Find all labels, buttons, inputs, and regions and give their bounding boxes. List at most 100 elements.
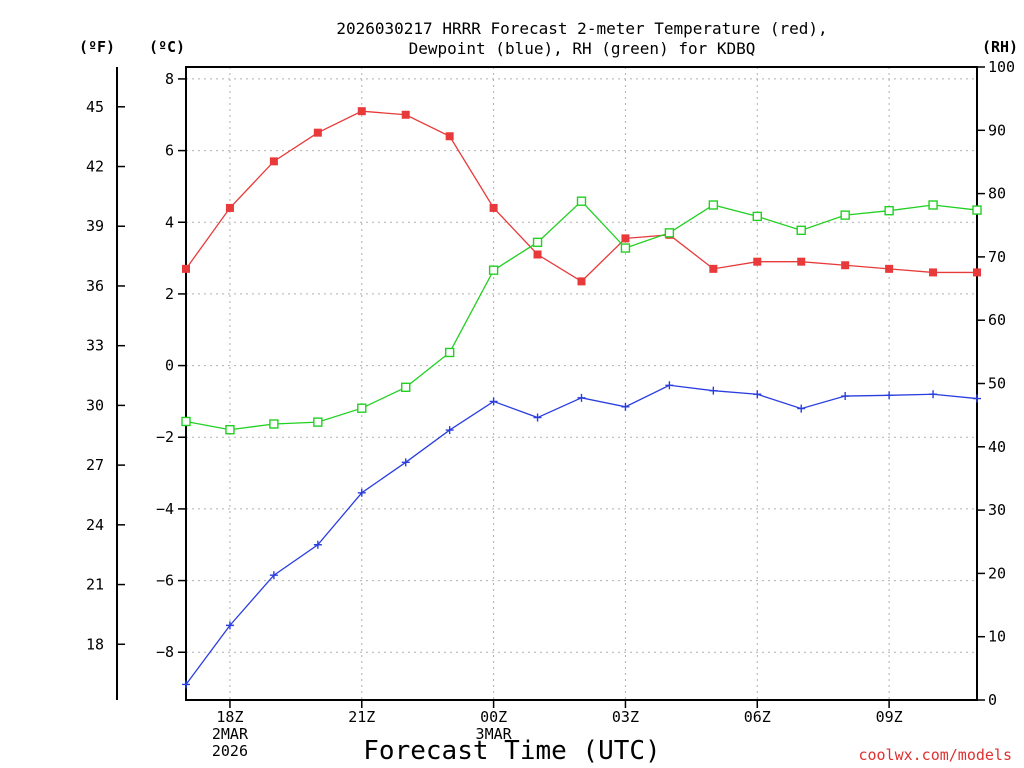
data-point: [840, 210, 850, 220]
x-axis-title: Forecast Time (UTC): [363, 736, 660, 766]
data-point: [884, 205, 894, 216]
fahrenheit-tick-label: 33: [86, 337, 104, 355]
data-point: [533, 250, 542, 259]
data-point: [357, 403, 367, 413]
data-point: [797, 404, 806, 413]
data-point: [841, 392, 850, 401]
data-point: [708, 200, 719, 210]
time-tick-label: 03Z: [612, 708, 639, 726]
data-point: [445, 132, 454, 141]
celsius-tick-label: 2: [165, 285, 174, 303]
time-tick-label: 09Z: [876, 708, 903, 726]
fahrenheit-unit-label: (ºF): [79, 38, 115, 56]
rh-unit-label: (RH): [982, 38, 1018, 56]
rh-tick-label: 70: [988, 248, 1006, 266]
rh-tick-label: 10: [988, 628, 1006, 646]
data-point: [885, 391, 894, 400]
data-point: [401, 458, 410, 467]
fahrenheit-axis: 18 21 24 27 30 33 36 39 42 45: [86, 98, 125, 653]
data-point: [533, 413, 542, 422]
plot-frame: [185, 66, 978, 701]
series-dewpoint: [182, 381, 981, 689]
time-tick-label: 21Z: [348, 708, 375, 726]
data-point: [444, 347, 455, 358]
data-point: [796, 225, 806, 236]
fahrenheit-tick-label: 18: [86, 635, 104, 653]
series-line: [185, 110, 977, 283]
data-point: [665, 381, 674, 390]
data-point: [973, 268, 981, 277]
grid-lines: [186, 67, 977, 700]
data-point: [181, 416, 191, 427]
rh-tick-label: 30: [988, 501, 1006, 519]
rh-tick-label: 0: [988, 691, 997, 709]
series-2-meter-temperature: [182, 107, 981, 286]
data-point: [752, 211, 762, 222]
time-tick-label: 2026: [212, 742, 248, 760]
data-point: [797, 257, 806, 266]
fahrenheit-tick-label: 24: [86, 516, 104, 534]
celsius-tick-label: −8: [156, 643, 174, 661]
fahrenheit-tick-label: 30: [86, 396, 104, 414]
data-point: [620, 243, 631, 253]
rh-tick-label: 90: [988, 121, 1006, 139]
chart-title: 2026030217 HRRR Forecast 2-meter Tempera…: [336, 19, 827, 38]
celsius-tick-label: 8: [165, 70, 174, 88]
data-point: [182, 264, 190, 273]
data-point: [753, 257, 762, 266]
data-point: [709, 264, 718, 273]
fahrenheit-tick-label: 27: [86, 456, 104, 474]
celsius-tick-label: 0: [165, 357, 174, 375]
data-point: [225, 425, 235, 435]
celsius-tick-label: 6: [165, 142, 174, 160]
credit-text: coolwx.com/models: [858, 746, 1012, 764]
celsius-tick-label: 4: [165, 213, 174, 231]
series-relative-humidity: [181, 196, 982, 435]
data-point: [313, 128, 322, 137]
time-tick-label: 2MAR: [212, 725, 249, 743]
data-point: [929, 390, 938, 399]
data-point: [885, 264, 894, 273]
data-point: [313, 417, 323, 427]
data-point: [576, 196, 587, 206]
time-tick-label: 00Z: [480, 708, 507, 726]
data-point: [929, 268, 938, 277]
time-tick-label: 3MAR: [476, 725, 513, 743]
data-point: [313, 540, 322, 549]
data-point: [357, 107, 366, 116]
fahrenheit-tick-label: 42: [86, 158, 104, 176]
fahrenheit-tick-label: 21: [86, 576, 104, 594]
data-point: [401, 382, 411, 392]
rh-tick-label: 80: [988, 185, 1006, 203]
data-point: [401, 110, 410, 119]
data-point: [928, 200, 938, 210]
celsius-tick-label: −4: [156, 500, 174, 518]
time-tick-label: 06Z: [744, 708, 771, 726]
data-point: [709, 386, 718, 395]
rh-tick-label: 50: [988, 375, 1006, 393]
chart-subtitle: Dewpoint (blue), RH (green) for KDBQ: [409, 39, 756, 58]
data-point: [182, 680, 190, 689]
data-point: [577, 277, 586, 286]
data-point: [532, 237, 543, 248]
rh-axis: 0 10 20 30 40 50 60 70 80 90 100: [977, 58, 1015, 709]
data-point: [269, 419, 279, 429]
series-line: [185, 384, 978, 685]
rh-tick-label: 20: [988, 564, 1006, 582]
data-point: [357, 488, 366, 497]
data-point: [973, 394, 981, 403]
celsius-unit-label: (ºC): [149, 38, 185, 56]
data-point: [841, 261, 850, 270]
rh-tick-label: 100: [988, 58, 1015, 76]
fahrenheit-tick-label: 45: [86, 98, 104, 116]
data-point: [269, 157, 278, 166]
fahrenheit-tick-label: 36: [86, 277, 104, 295]
data-point: [488, 265, 499, 275]
celsius-tick-label: −6: [156, 572, 174, 590]
rh-tick-label: 40: [988, 438, 1006, 456]
data-point: [269, 571, 278, 580]
data-point: [972, 205, 982, 215]
series-layer: [181, 107, 982, 689]
data-point: [753, 390, 762, 399]
